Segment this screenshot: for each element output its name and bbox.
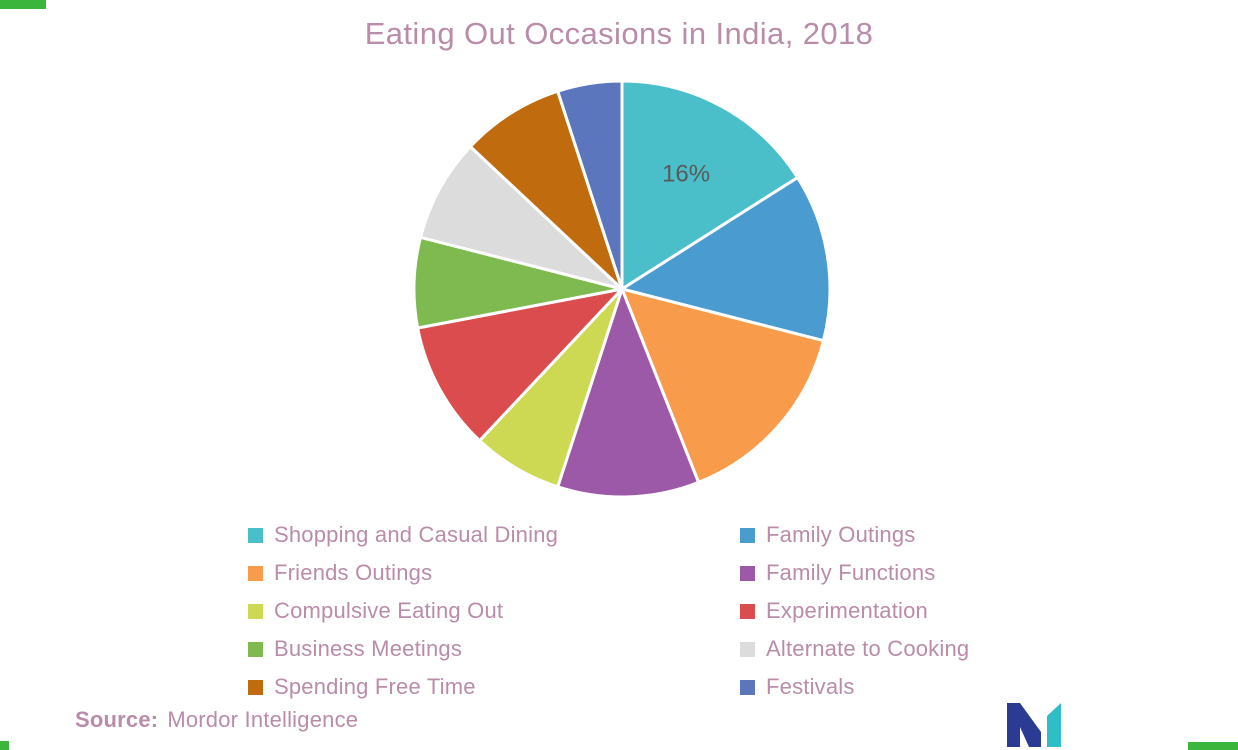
logo-i-shape <box>1047 703 1061 747</box>
legend-item[interactable]: Friends Outings <box>248 554 740 592</box>
corner-mark-bottom-left <box>0 741 9 750</box>
legend-label: Spending Free Time <box>274 674 476 699</box>
legend-swatch <box>740 603 755 619</box>
legend-label: Family Outings <box>766 522 916 547</box>
legend-label: Compulsive Eating Out <box>274 598 504 623</box>
pie-slice-5[interactable] <box>416 287 624 443</box>
legend-label: Festivals <box>766 674 855 699</box>
legend-swatch <box>248 603 263 619</box>
pie-slice-1[interactable] <box>620 176 832 343</box>
pie-slice-3[interactable] <box>556 287 701 499</box>
legend-item[interactable]: Business Meetings <box>248 630 740 668</box>
legend-swatch <box>740 641 755 657</box>
legend-swatch <box>740 565 755 581</box>
legend-item[interactable]: Spending Free Time <box>248 668 740 706</box>
slice-data-label: 16% <box>662 160 710 187</box>
legend-label: Alternate to Cooking <box>766 636 970 661</box>
legend-item[interactable]: Festivals <box>740 668 969 706</box>
legend-item[interactable]: Shopping and Casual Dining <box>248 516 740 554</box>
legend-label: Business Meetings <box>274 636 463 661</box>
logo-m-shape <box>1007 703 1041 747</box>
legend-item[interactable]: Experimentation <box>740 592 969 630</box>
pie-slice-8[interactable] <box>468 89 624 291</box>
legend-label: Shopping and Casual Dining <box>274 522 559 547</box>
chart-title: Eating Out Occasions in India, 2018 <box>364 16 874 51</box>
legend-swatch <box>740 679 755 695</box>
pie-slice-7[interactable] <box>419 145 624 291</box>
corner-mark-top-left <box>0 0 46 9</box>
pie-chart: 16% <box>412 79 832 499</box>
source-line: Source: Mordor Intelligence <box>75 707 358 733</box>
legend-item[interactable]: Alternate to Cooking <box>740 630 969 668</box>
mordor-logo <box>1007 703 1061 747</box>
legend-swatch <box>740 527 755 543</box>
pie-slice-0[interactable] <box>620 79 800 291</box>
legend-swatch <box>248 641 263 657</box>
legend-label: Experimentation <box>766 598 928 623</box>
pie-slice-2[interactable] <box>620 287 825 484</box>
legend: Shopping and Casual Dining Family Outings… <box>248 516 969 706</box>
pie-slice-9[interactable] <box>556 79 624 291</box>
source-value: Mordor Intelligence <box>167 707 359 732</box>
legend-swatch <box>248 527 263 543</box>
corner-mark-bottom-right <box>1188 742 1238 750</box>
legend-item[interactable]: Family Functions <box>740 554 969 592</box>
legend-swatch <box>248 565 263 581</box>
legend-item[interactable]: Family Outings <box>740 516 969 554</box>
legend-label: Family Functions <box>766 560 936 585</box>
legend-label: Friends Outings <box>274 560 433 585</box>
legend-item[interactable]: Compulsive Eating Out <box>248 592 740 630</box>
source-label: Source: <box>75 707 159 732</box>
legend-swatch <box>248 679 263 695</box>
